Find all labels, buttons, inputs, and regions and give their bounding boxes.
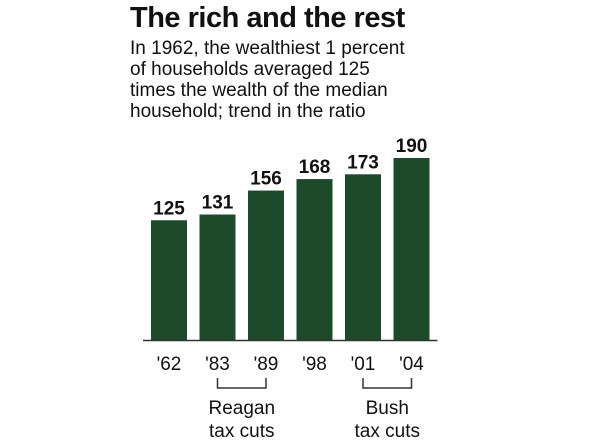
annotation-text-1-0: Bush xyxy=(366,398,409,419)
data-label-1: 131 xyxy=(202,193,234,214)
annotation-text-1-1: tax cuts xyxy=(355,421,420,442)
data-label-3: 168 xyxy=(299,157,331,178)
bar-1 xyxy=(199,214,236,340)
bar-3 xyxy=(296,179,333,340)
data-label-0: 125 xyxy=(153,198,185,219)
chart-subtitle: In 1962, the wealthiest 1 percent of hou… xyxy=(130,38,470,122)
x-tick-label-5: '04 xyxy=(399,354,424,375)
annotation-bracket-1 xyxy=(362,378,413,389)
data-label-5: 190 xyxy=(396,136,428,157)
data-label-4: 173 xyxy=(347,152,379,173)
bar-0 xyxy=(151,220,187,340)
x-tick-label-1: '83 xyxy=(205,354,230,375)
data-label-2: 156 xyxy=(250,169,282,190)
bar-4 xyxy=(345,174,381,340)
subtitle-line-3: times the wealth of the median xyxy=(130,80,388,101)
bar-5 xyxy=(393,158,430,340)
x-tick-label-2: '89 xyxy=(254,354,279,375)
annotation-bracket-0 xyxy=(216,378,267,389)
subtitle-line-2: of households averaged 125 xyxy=(130,59,370,80)
x-tick-label-0: '62 xyxy=(157,354,182,375)
annotation-text-0-0: Reagan xyxy=(208,398,275,419)
subtitle-line-1: In 1962, the wealthiest 1 percent xyxy=(130,38,405,59)
x-tick-label-4: '01 xyxy=(351,354,376,375)
annotation-text-0-1: tax cuts xyxy=(209,421,274,442)
subtitle-line-4: household; trend in the ratio xyxy=(130,101,366,122)
bar-2 xyxy=(248,190,284,340)
x-tick-label-3: '98 xyxy=(302,354,327,375)
chart-title: The rich and the rest xyxy=(130,2,405,34)
